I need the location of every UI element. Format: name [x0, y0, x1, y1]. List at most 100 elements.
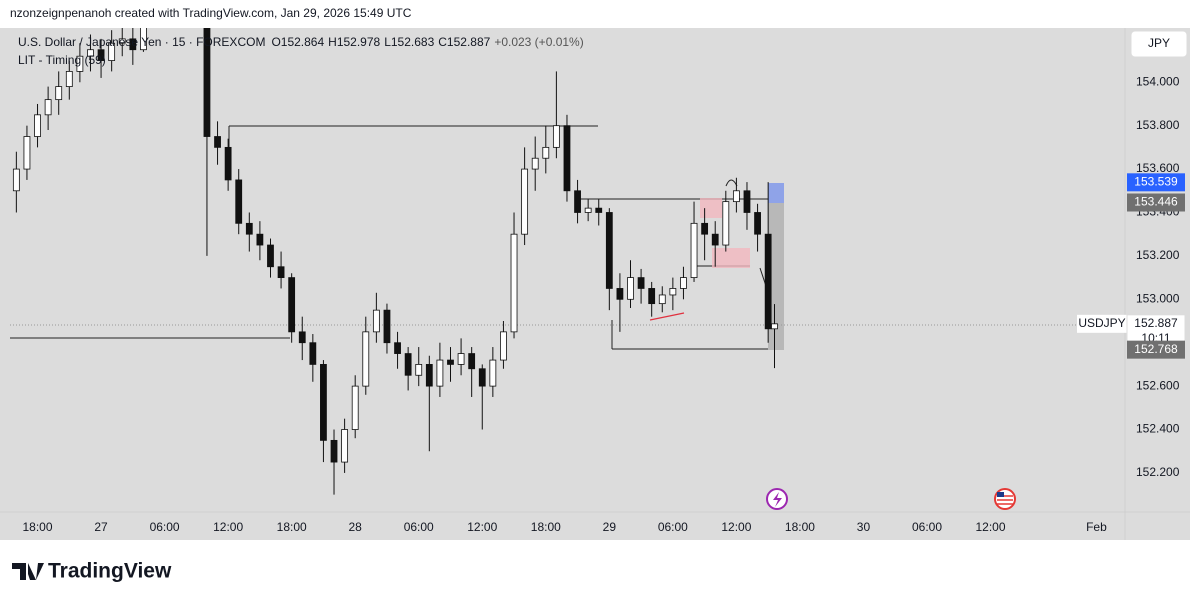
candle-body: [415, 364, 423, 376]
y-tick-label: 154.000: [1136, 74, 1180, 88]
candle-body: [754, 212, 761, 235]
candle-body: [235, 179, 243, 224]
y-tick-label: 153.600: [1136, 161, 1180, 175]
candle-body: [404, 353, 412, 376]
candle-body: [256, 233, 264, 246]
ohlc: L152.683: [384, 35, 434, 49]
x-tick-label: 06:00: [658, 520, 688, 534]
candle-body: [55, 86, 63, 101]
candle-body: [563, 125, 571, 192]
price-label: 152.887: [1134, 316, 1178, 330]
candle-body: [351, 385, 359, 430]
candle-body: [531, 157, 539, 170]
y-tick-label: 153.800: [1136, 118, 1180, 132]
candle-body: [288, 277, 296, 333]
candle-body: [669, 288, 677, 296]
currency-button[interactable]: [1130, 30, 1188, 58]
candle-body: [732, 190, 740, 203]
candle-body: [616, 288, 624, 300]
x-tick-label: 27: [94, 520, 108, 534]
candle-body: [648, 288, 656, 305]
x-tick-label: 18:00: [785, 520, 815, 534]
candle-body: [383, 309, 391, 344]
candle-body: [214, 136, 221, 148]
candle-body: [298, 331, 306, 344]
candle-body: [44, 99, 52, 116]
candle-body: [552, 125, 560, 148]
zone: [712, 248, 750, 268]
symbol-badge: [1077, 314, 1127, 333]
candle-body: [267, 244, 274, 268]
candle-body: [245, 222, 253, 235]
x-tick-label: 28: [349, 520, 363, 534]
candle-body: [447, 359, 454, 365]
price-label: 152.768: [1134, 342, 1178, 356]
x-tick-label: 29: [603, 520, 617, 534]
candle-body: [34, 114, 41, 137]
x-tick-label: 06:00: [404, 520, 434, 534]
x-tick-label: 30: [857, 520, 871, 534]
x-tick-label: 18:00: [23, 520, 53, 534]
candle-body: [341, 429, 349, 463]
x-tick-label: 06:00: [150, 520, 180, 534]
candle-body: [309, 342, 317, 365]
candles: [12, 28, 778, 495]
trend-line: [649, 312, 685, 321]
flag-canton: [997, 492, 1004, 497]
candle-body: [510, 233, 518, 333]
candle-body: [277, 266, 285, 278]
candle-body: [627, 277, 634, 300]
symbol-label: USDJPY: [1078, 316, 1125, 330]
currency[interactable]: JPY: [1148, 36, 1170, 50]
candle-body: [658, 294, 666, 305]
candle-body: [690, 222, 698, 278]
candle-body: [330, 439, 338, 463]
brand: TradingView: [48, 560, 172, 583]
ohlc: H152.978: [328, 35, 380, 49]
price-label: 153.539: [1134, 174, 1178, 188]
x-tick-label: 12:00: [721, 520, 751, 534]
candle-body: [764, 233, 772, 330]
y-tick-label: 152.600: [1136, 378, 1180, 392]
candle-body: [118, 38, 126, 44]
candle-body: [542, 146, 550, 159]
candle-body: [108, 42, 116, 61]
candle-body: [722, 201, 730, 246]
symbol: U.S. Dollar / Japanese Yen · 15 · FOREXC…: [18, 35, 584, 49]
candle-body: [140, 28, 147, 51]
y-tick-label: 153.200: [1136, 248, 1180, 262]
candle-body: [436, 359, 444, 387]
x-tick-label: 12:00: [213, 520, 243, 534]
price-badge: [1127, 193, 1185, 212]
candle-body: [680, 277, 687, 289]
candle-body: [595, 207, 603, 213]
y-tick-label: 152.200: [1136, 465, 1180, 479]
candle-body: [320, 364, 327, 441]
candle-body: [637, 277, 645, 289]
candle-body: [394, 342, 401, 354]
candle-body: [76, 55, 84, 72]
price-badge: [1127, 173, 1185, 192]
ohlc: C152.887: [438, 35, 490, 49]
change: +0.023 (+0.01%): [494, 35, 583, 49]
price-badge: [1127, 340, 1185, 359]
candle-body: [771, 323, 778, 330]
candle-body: [478, 368, 486, 387]
candle-body: [584, 207, 592, 213]
candle-body: [425, 364, 433, 387]
candle-body: [521, 168, 529, 235]
x-tick-label: 12:00: [467, 520, 497, 534]
candle-body: [129, 38, 137, 51]
candle-body: [65, 71, 73, 88]
chart-background: [0, 28, 1190, 540]
price-label: 153.446: [1134, 195, 1178, 209]
event-icon-bolt: [773, 492, 782, 507]
candle-body: [97, 49, 105, 61]
credit: nzonzeignpenanoh created with TradingVie…: [10, 6, 412, 20]
zone: [700, 198, 722, 218]
ohlc: O152.864: [271, 35, 324, 49]
zone: [768, 183, 784, 203]
y-tick-label: 152.400: [1136, 422, 1180, 436]
